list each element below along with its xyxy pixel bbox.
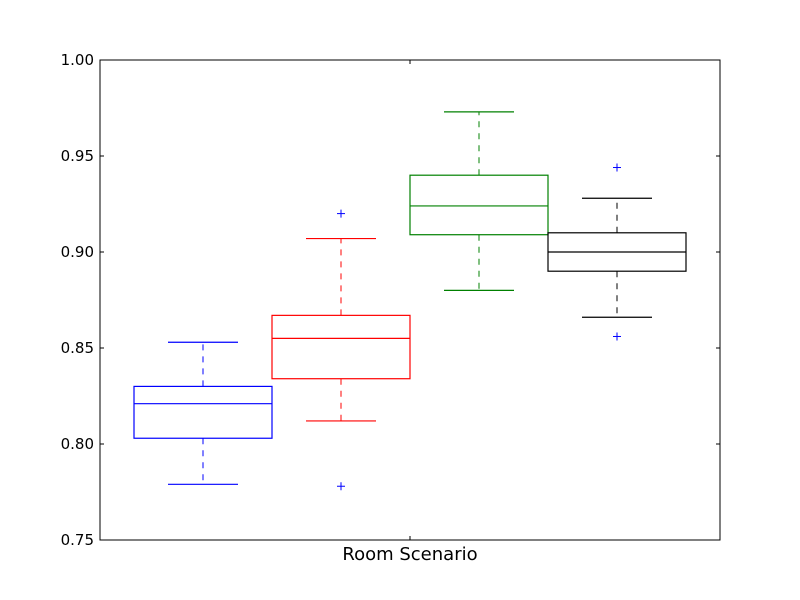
- y-axis: 0.75 0.80 0.85 0.90 0.95 1.00: [61, 51, 720, 549]
- box-series-1: [133, 341, 273, 485]
- plot-layer: [133, 111, 687, 491]
- x-axis-label: Room Scenario: [342, 544, 477, 565]
- box-iqr: [133, 385, 273, 439]
- y-tick-label: 0.85: [61, 339, 94, 357]
- outlier-marker: [613, 332, 621, 341]
- outlier-marker: [613, 163, 621, 172]
- outlier-marker: [337, 209, 345, 218]
- box-iqr: [271, 314, 411, 380]
- y-tick-label: 0.75: [61, 531, 94, 549]
- axes-frame: [99, 59, 721, 541]
- outlier-marker: [337, 482, 345, 491]
- box-iqr: [409, 174, 549, 236]
- box-series-2: [271, 209, 411, 491]
- y-tick-label: 0.80: [61, 435, 94, 453]
- y-tick-label: 1.00: [61, 51, 94, 69]
- box-series-3: [409, 111, 549, 291]
- y-tick-label: 0.90: [61, 243, 94, 261]
- y-tick-label: 0.95: [61, 147, 94, 165]
- box-series-4: [547, 163, 687, 341]
